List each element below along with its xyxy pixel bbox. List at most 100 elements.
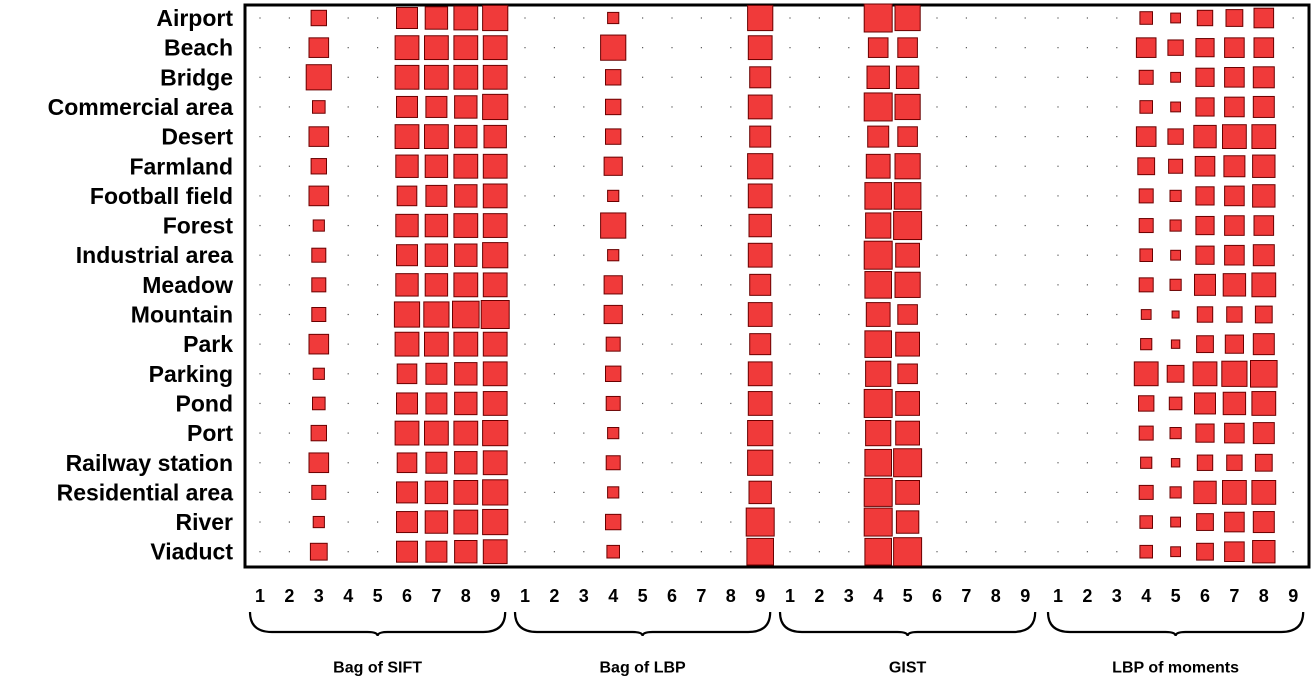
square-bag-of-sift-desert-col-6 bbox=[394, 124, 420, 149]
grid-dot bbox=[1024, 402, 1026, 405]
square-lbp-of-moments-meadow-col-6 bbox=[1194, 273, 1216, 296]
grid-dot bbox=[671, 17, 673, 19]
grid-dot bbox=[642, 491, 644, 493]
grid-dot bbox=[377, 224, 379, 227]
square-bag-of-sift-residential-area-col-8 bbox=[453, 480, 479, 505]
grid-dot bbox=[995, 195, 997, 197]
grid-dot bbox=[642, 106, 644, 108]
grid-dot bbox=[259, 17, 261, 19]
grid-dot bbox=[553, 343, 555, 345]
grid-dot bbox=[936, 462, 938, 464]
grid-dot bbox=[936, 521, 938, 523]
grid-dot bbox=[524, 17, 526, 19]
square-bag-of-lbp-industrial-area-col-9 bbox=[747, 242, 773, 268]
square-lbp-of-moments-desert-col-4 bbox=[1135, 126, 1157, 147]
grid-dot bbox=[288, 462, 290, 464]
column-label-bag-of-sift-3: 3 bbox=[314, 586, 324, 606]
grid-dot bbox=[288, 136, 290, 138]
grid-dot bbox=[995, 136, 997, 138]
column-label-bag-of-sift-8: 8 bbox=[461, 586, 471, 606]
grid-dot bbox=[965, 47, 967, 49]
grid-dot bbox=[818, 76, 820, 78]
column-label-gist-7: 7 bbox=[961, 586, 971, 606]
grid-dot bbox=[524, 462, 526, 464]
square-bag-of-lbp-mountain-col-4 bbox=[603, 304, 623, 325]
grid-dot bbox=[1086, 165, 1088, 167]
square-bag-of-sift-port-col-6 bbox=[394, 420, 420, 446]
grid-dot bbox=[377, 106, 379, 108]
square-bag-of-sift-railway-station-col-8 bbox=[454, 451, 478, 475]
grid-dot bbox=[377, 402, 379, 405]
square-gist-river-col-5 bbox=[895, 510, 920, 534]
square-bag-of-sift-airport-col-7 bbox=[424, 6, 449, 30]
square-bag-of-sift-commercial-area-col-8 bbox=[454, 95, 478, 119]
column-label-bag-of-lbp-5: 5 bbox=[638, 586, 648, 606]
square-bag-of-sift-forest-col-8 bbox=[453, 213, 479, 238]
grid-dot bbox=[642, 284, 644, 286]
row-label-port: Port bbox=[187, 420, 233, 446]
grid-dot bbox=[1057, 491, 1059, 493]
grid-dot bbox=[789, 284, 791, 286]
square-gist-mountain-col-5 bbox=[897, 304, 918, 325]
square-lbp-of-moments-mountain-col-6 bbox=[1196, 306, 1214, 323]
grid-dot bbox=[965, 254, 967, 256]
square-bag-of-sift-beach-col-7 bbox=[424, 35, 449, 61]
group-label-bag-of-lbp: Bag of LBP bbox=[599, 660, 686, 677]
square-lbp-of-moments-viaduct-col-5 bbox=[1170, 546, 1181, 558]
grid-dot bbox=[936, 47, 938, 49]
grid-dot bbox=[936, 17, 938, 19]
grid-dot bbox=[583, 224, 585, 227]
square-bag-of-sift-football-field-col-3 bbox=[308, 185, 330, 207]
grid-dot bbox=[347, 254, 349, 256]
grid-dot bbox=[1024, 491, 1026, 493]
grid-dot bbox=[377, 491, 379, 493]
square-bag-of-sift-forest-col-6 bbox=[395, 213, 419, 238]
grid-dot bbox=[583, 254, 585, 256]
square-lbp-of-moments-residential-area-col-8 bbox=[1251, 480, 1277, 505]
grid-dot bbox=[583, 462, 585, 464]
square-bag-of-sift-river-col-6 bbox=[396, 511, 418, 534]
square-bag-of-sift-airport-col-8 bbox=[453, 5, 479, 31]
square-lbp-of-moments-forest-col-6 bbox=[1195, 215, 1215, 236]
grid-dot bbox=[965, 106, 967, 108]
grid-dot bbox=[288, 551, 290, 553]
square-bag-of-lbp-commercial-area-col-4 bbox=[605, 98, 622, 116]
grid-dot bbox=[1116, 491, 1118, 493]
column-label-bag-of-sift-9: 9 bbox=[490, 586, 500, 606]
grid-dot bbox=[730, 462, 732, 464]
grid-dot bbox=[700, 106, 702, 108]
grid-dot bbox=[671, 402, 673, 405]
square-lbp-of-moments-residential-area-col-7 bbox=[1222, 480, 1247, 505]
grid-dot bbox=[1057, 106, 1059, 108]
grid-dot bbox=[1057, 284, 1059, 286]
grid-dot bbox=[848, 551, 850, 553]
square-bag-of-sift-industrial-area-col-6 bbox=[396, 244, 418, 267]
square-lbp-of-moments-mountain-col-5 bbox=[1171, 310, 1180, 319]
grid-dot bbox=[995, 106, 997, 108]
grid-dot bbox=[553, 402, 555, 405]
grid-dot bbox=[1024, 313, 1026, 316]
square-gist-port-col-4 bbox=[865, 420, 892, 447]
grid-dot bbox=[700, 284, 702, 286]
grid-dot bbox=[524, 47, 526, 49]
column-label-lbp-of-moments-5: 5 bbox=[1171, 586, 1181, 606]
square-lbp-of-moments-park-col-6 bbox=[1196, 335, 1214, 354]
square-bag-of-lbp-commercial-area-col-9 bbox=[747, 94, 773, 120]
grid-dot bbox=[936, 254, 938, 256]
data-squares bbox=[305, 3, 1278, 567]
grid-dot bbox=[524, 284, 526, 286]
grid-dot bbox=[848, 462, 850, 464]
square-bag-of-lbp-river-col-9 bbox=[745, 507, 775, 537]
square-bag-of-sift-meadow-col-9 bbox=[482, 272, 508, 298]
brace-gist bbox=[778, 611, 1037, 637]
grid-dot bbox=[583, 491, 585, 493]
grid-dot bbox=[288, 373, 290, 375]
square-bag-of-lbp-airport-col-4 bbox=[607, 11, 620, 25]
square-lbp-of-moments-residential-area-col-5 bbox=[1169, 486, 1182, 499]
grid-dot bbox=[700, 17, 702, 19]
grid-dot bbox=[848, 17, 850, 19]
square-lbp-of-moments-bridge-col-5 bbox=[1170, 71, 1181, 83]
grid-dot bbox=[1086, 76, 1088, 78]
square-gist-mountain-col-4 bbox=[865, 302, 891, 327]
square-bag-of-sift-port-col-7 bbox=[424, 420, 449, 446]
